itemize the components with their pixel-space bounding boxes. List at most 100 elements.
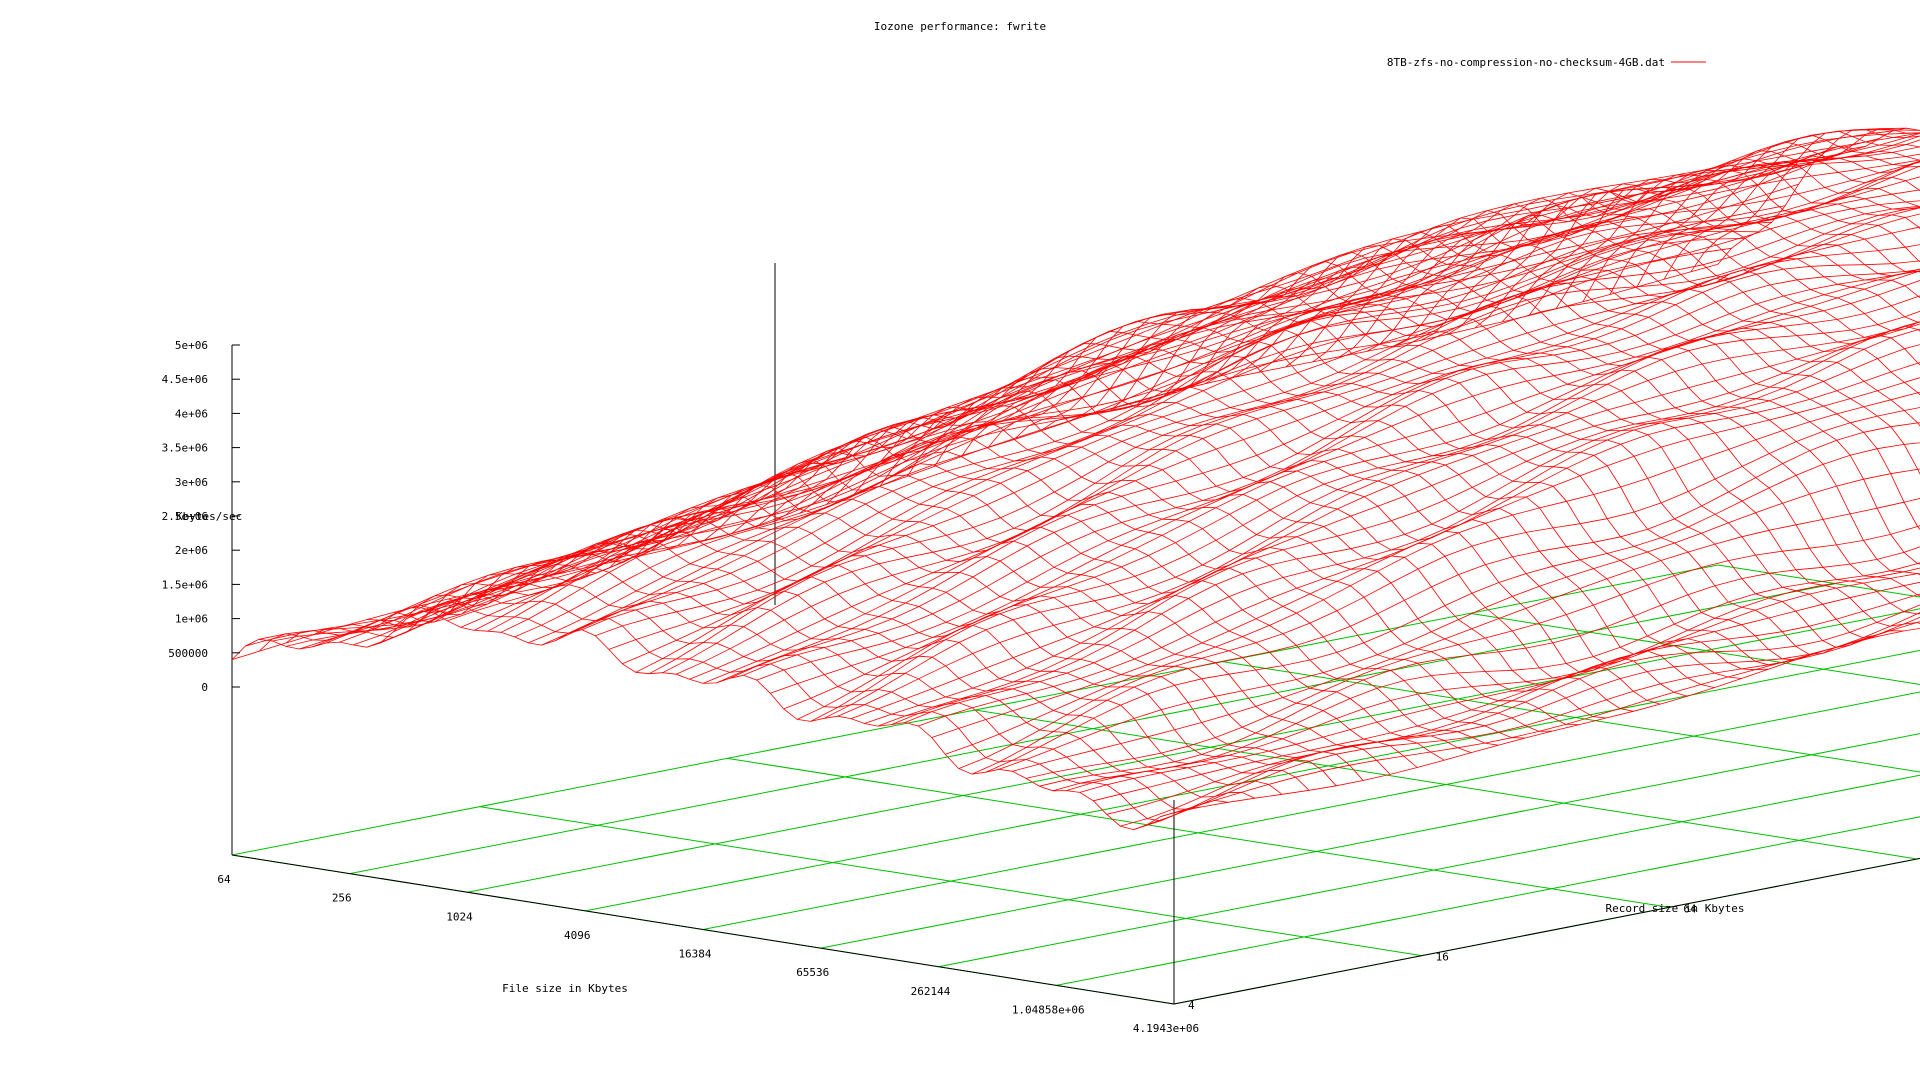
surface-line: [718, 404, 1661, 705]
surface-line: [1447, 170, 1920, 335]
surface-line: [1177, 231, 1920, 427]
surface-line: [745, 390, 1688, 697]
base-grid-line: [820, 733, 1920, 949]
x-tick-label: 64: [217, 873, 231, 886]
surface-line: [783, 270, 1920, 710]
surface-line: [1555, 150, 1920, 310]
surface-line: [1039, 546, 1920, 787]
legend-label: 8TB-zfs-no-compression-no-checksum-4GB.d…: [1387, 56, 1665, 69]
x-tick-label: 65536: [796, 966, 829, 979]
x-tick-label: 256: [332, 892, 352, 905]
surface-line: [826, 362, 1769, 671]
surface-line: [770, 268, 1920, 694]
z-tick-label: 3.5e+06: [162, 442, 208, 455]
surface-line: [985, 442, 1920, 773]
chart-title: Iozone performance: fwrite: [874, 20, 1046, 33]
surface-line: [1069, 261, 1920, 576]
surface-line: [637, 436, 1580, 725]
surface-line: [702, 226, 1920, 684]
surface-line: [1123, 245, 1920, 531]
x-tick-label: 16384: [678, 948, 711, 961]
surface-line: [756, 270, 1920, 681]
z-tick-label: 0: [201, 681, 208, 694]
surface-line: [595, 165, 1920, 637]
surface-line: [394, 539, 1337, 787]
surface-line: [1079, 572, 1920, 793]
x-tick-label: 1024: [446, 910, 473, 923]
y-axis-line: [1173, 857, 1920, 1005]
surface-line: [1420, 178, 1920, 341]
base-grid-line: [974, 709, 1918, 860]
surface-line: [635, 200, 1920, 673]
surface-line: [487, 135, 1920, 632]
surface-line: [1133, 612, 1920, 830]
surface-line: [998, 468, 1920, 770]
surface-line: [312, 183, 1799, 648]
surface-line: [460, 132, 1920, 628]
surface-line: [850, 323, 1920, 719]
surface-line: [904, 344, 1920, 723]
surface-line: [475, 506, 1418, 768]
surface-line: [1636, 130, 1920, 288]
surface-line: [689, 213, 1920, 680]
surface-line: [541, 159, 1920, 646]
surface-line: [1528, 158, 1920, 316]
base-grid-line: [702, 691, 1920, 930]
z-tick-label: 4e+06: [175, 407, 208, 420]
surface-line: [971, 422, 1920, 775]
surface-line: [1012, 498, 1920, 772]
surface-line: [988, 298, 1920, 627]
base-grid-line: [1173, 857, 1920, 1005]
surface-line: [931, 377, 1920, 738]
surface-line: [583, 459, 1526, 739]
surface-line: [958, 407, 1920, 769]
base-grid-line: [727, 757, 1670, 908]
surface-line: [1501, 161, 1920, 323]
surface-line: [258, 601, 1202, 822]
surface-line: [1096, 251, 1920, 565]
surface-line: [500, 139, 1920, 633]
surface-line: [810, 295, 1920, 722]
z-tick-label: 2e+06: [175, 544, 208, 557]
surface-line: [1258, 210, 1920, 373]
base-grid-line: [1056, 816, 1920, 986]
tick-labels: 64 256 1024 4096 16384 65536 262144 1.04858e+06…: [162, 339, 1697, 1035]
base-grid-line: [1717, 564, 1920, 598]
surface-line: [1173, 627, 1920, 814]
surface-line: [1150, 238, 1920, 475]
base-grid-line: [1222, 661, 1920, 773]
surface-line: [907, 330, 1850, 655]
surface-line: [662, 206, 1920, 674]
surface-line: [340, 567, 1283, 795]
surface-line: [1393, 183, 1920, 347]
z-tick-label: 1.5e+06: [162, 578, 208, 591]
surface-line: [272, 231, 1759, 642]
surface-line: [610, 447, 1553, 732]
surface-line: [231, 610, 1175, 831]
x-tick-label: 4.1943e+06: [1133, 1022, 1199, 1035]
surface-line: [918, 362, 1920, 727]
surface-line: [649, 205, 1920, 675]
surface-line: [1042, 272, 1920, 597]
legend: 8TB-zfs-no-compression-no-checksum-4GB.d…: [1387, 56, 1706, 69]
surface-line: [367, 552, 1310, 791]
surface-line: [1231, 217, 1920, 379]
surface-line: [853, 355, 1796, 666]
x-tick-label: 1.04858e+06: [1012, 1003, 1085, 1016]
surface-line: [502, 496, 1445, 761]
surface-line: [556, 471, 1499, 746]
surface-line: [1366, 187, 1920, 352]
surface-line: [675, 207, 1920, 675]
surface-line: [823, 310, 1920, 719]
surface-line: [285, 593, 1229, 810]
surface-line: [1066, 567, 1920, 791]
surface-line: [1609, 134, 1920, 295]
surface-line: [799, 370, 1742, 679]
surface-line: [1160, 621, 1920, 817]
z-axis-label: Kbytes/sec: [176, 510, 242, 523]
surface-line: [1052, 562, 1920, 792]
surface-line: [554, 161, 1920, 642]
surface-line: [608, 176, 1920, 650]
z-tick-label: 500000: [168, 647, 208, 660]
